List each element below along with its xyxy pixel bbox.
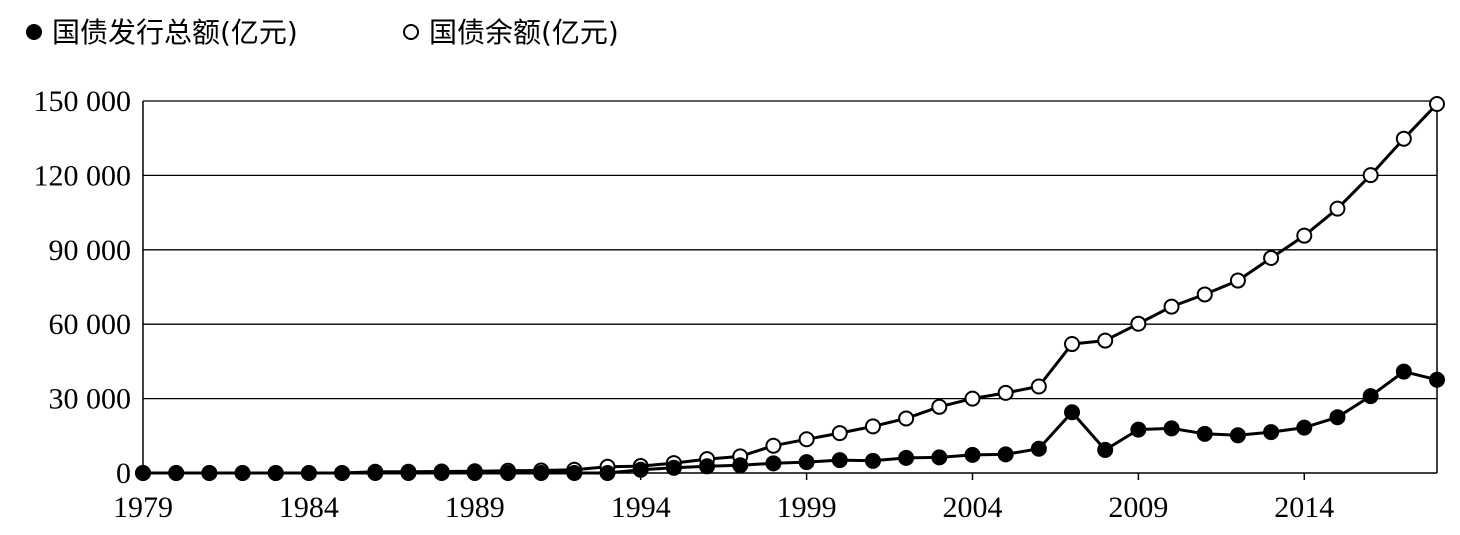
legend: 国债发行总额(亿元) 国债余额(亿元) <box>26 16 619 49</box>
data-point <box>898 449 915 466</box>
data-point <box>997 446 1014 463</box>
filled-circle-marker-icon <box>26 24 42 40</box>
data-point <box>201 465 218 481</box>
data-point <box>898 410 915 427</box>
data-point <box>1429 371 1445 388</box>
data-point <box>300 465 317 481</box>
x-tick-label: 1994 <box>611 491 671 524</box>
data-point <box>997 384 1014 401</box>
x-tick-label: 1999 <box>777 491 837 524</box>
data-point <box>931 398 948 415</box>
data-point <box>234 465 251 481</box>
data-point <box>1229 427 1246 444</box>
axes <box>142 101 1438 474</box>
data-point <box>798 431 815 448</box>
y-axis-ticks: 0 30 000 60 000 90 000 120 000 150 000 <box>34 85 132 490</box>
x-tick-label: 2009 <box>1108 491 1168 524</box>
data-point <box>699 458 716 475</box>
data-point <box>1296 227 1313 244</box>
data-point <box>1229 272 1246 289</box>
data-point <box>1362 167 1379 184</box>
data-point <box>1395 363 1412 380</box>
data-point <box>964 446 981 463</box>
data-point <box>864 418 881 435</box>
data-point <box>1196 286 1213 303</box>
data-point <box>566 465 583 481</box>
data-point <box>1429 95 1445 112</box>
gridlines <box>143 100 1437 400</box>
legend-item-issuance: 国债发行总额(亿元) <box>26 16 298 49</box>
data-point <box>964 390 981 407</box>
data-point <box>765 455 782 472</box>
data-point <box>1097 332 1114 349</box>
y-tick-label: 90 000 <box>49 234 132 267</box>
x-tick-label: 2004 <box>942 491 1002 524</box>
data-point <box>632 461 649 478</box>
data-point <box>1064 336 1081 353</box>
y-tick-label: 150 000 <box>34 85 132 118</box>
data-point <box>1163 420 1180 437</box>
data-point <box>367 465 384 481</box>
y-tick-label: 120 000 <box>34 159 132 192</box>
data-point <box>1296 419 1313 436</box>
data-point <box>1329 409 1346 426</box>
data-point <box>1064 404 1081 421</box>
data-point <box>1263 424 1280 441</box>
open-circle-marker-icon <box>403 24 419 40</box>
data-point <box>798 454 815 471</box>
x-tick-label: 1984 <box>279 491 339 524</box>
data-point <box>533 465 550 481</box>
data-point <box>665 459 682 476</box>
y-tick-label: 60 000 <box>49 308 132 341</box>
data-point <box>1163 298 1180 315</box>
data-point <box>1130 315 1147 332</box>
x-tick-label: 1989 <box>445 491 505 524</box>
data-point <box>931 449 948 466</box>
data-point <box>267 465 284 481</box>
data-point <box>599 465 616 481</box>
data-point <box>1329 200 1346 217</box>
legend-label-outstanding: 国债余额(亿元) <box>429 16 619 49</box>
data-point <box>1030 378 1047 395</box>
data-point <box>334 465 351 481</box>
series-layer <box>135 95 1445 481</box>
data-point <box>135 465 151 481</box>
data-point <box>1097 441 1114 458</box>
data-point <box>831 425 848 442</box>
data-point <box>400 465 417 481</box>
series-line <box>143 370 1438 475</box>
data-point <box>1130 421 1147 438</box>
data-point <box>1263 249 1280 266</box>
data-point <box>831 452 848 469</box>
y-tick-label: 30 000 <box>49 383 132 416</box>
data-point <box>1196 425 1213 442</box>
x-axis-ticks: 1979 1984 1989 1994 1999 2004 2009 2014 <box>113 473 1334 524</box>
x-tick-label: 2014 <box>1274 491 1334 524</box>
data-point <box>466 465 483 481</box>
legend-label-issuance: 国债发行总额(亿元) <box>52 16 298 49</box>
series-outstanding <box>135 95 1445 481</box>
y-tick-label: 0 <box>116 457 131 490</box>
data-point <box>765 437 782 454</box>
data-point <box>433 465 450 481</box>
series-issuance <box>135 363 1445 481</box>
series-line <box>143 102 1439 475</box>
data-point <box>1362 388 1379 405</box>
x-tick-label: 1979 <box>113 491 173 524</box>
legend-item-outstanding: 国债余额(亿元) <box>403 16 619 49</box>
data-point <box>168 465 185 481</box>
data-point <box>1395 130 1412 147</box>
data-point <box>864 452 881 469</box>
data-point <box>1030 440 1047 457</box>
data-point <box>732 457 749 474</box>
data-point <box>499 465 516 481</box>
